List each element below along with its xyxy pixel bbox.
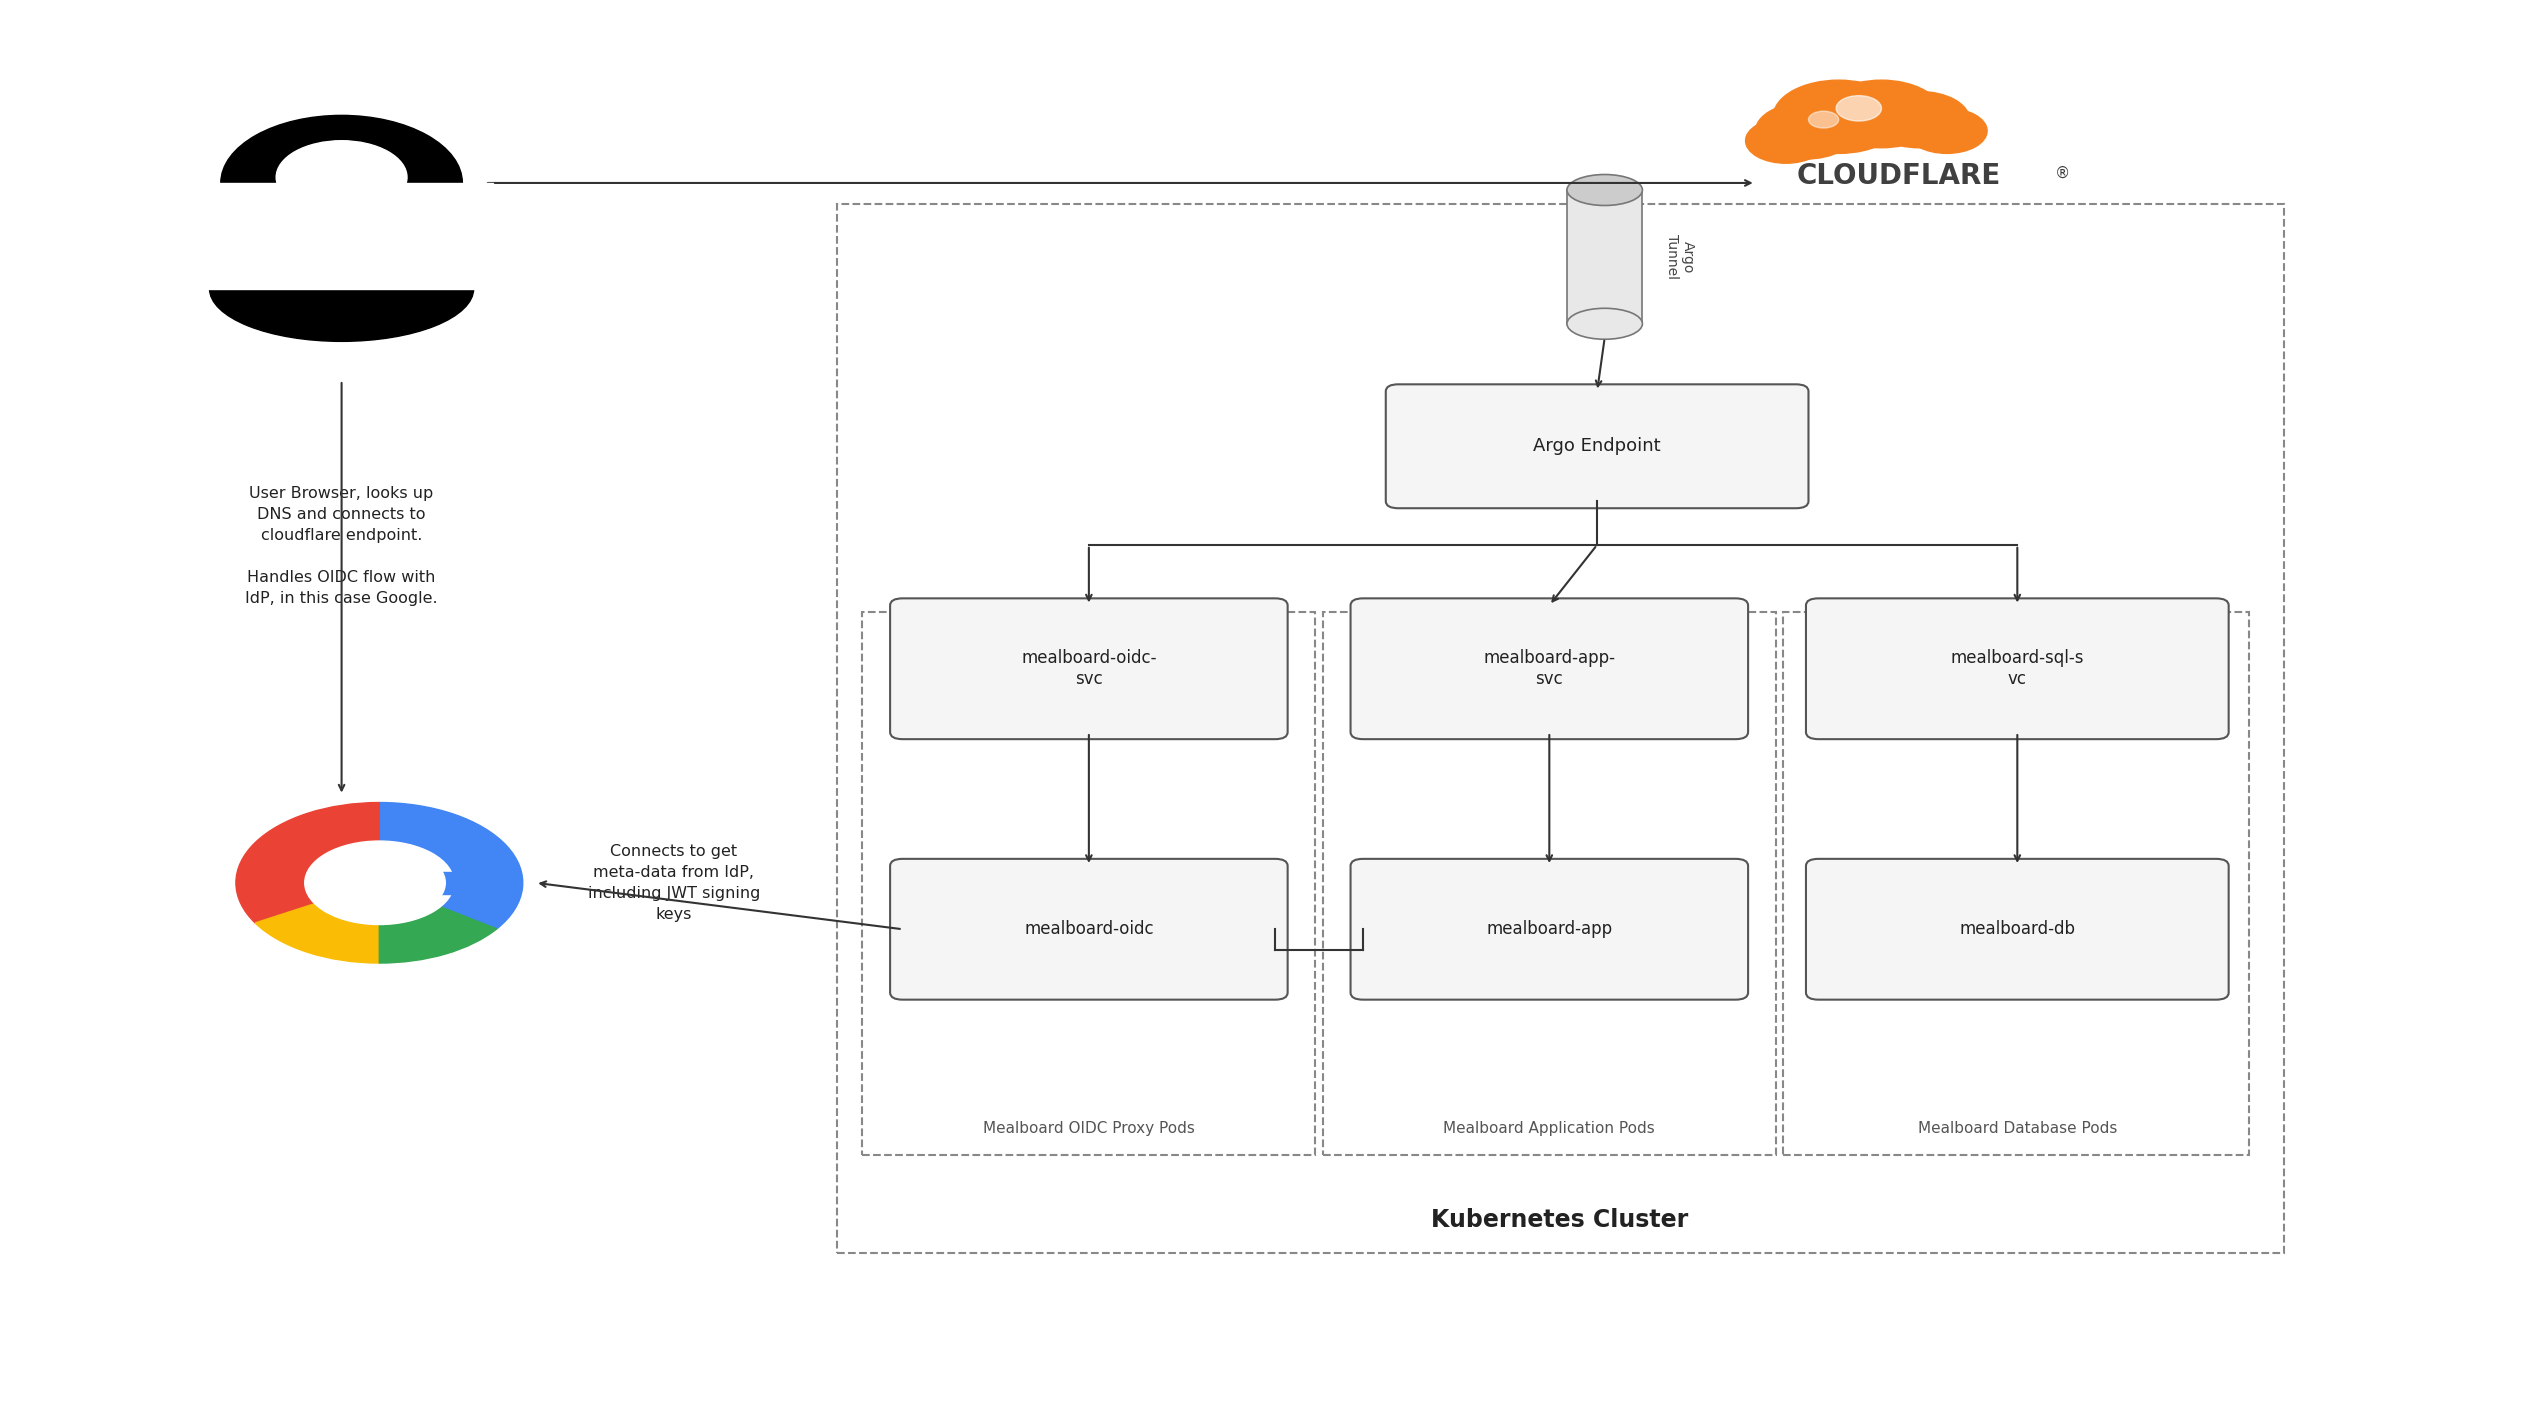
- Text: Argo
Tunnel: Argo Tunnel: [1665, 235, 1695, 279]
- Text: Kubernetes Cluster: Kubernetes Cluster: [1432, 1209, 1688, 1231]
- Circle shape: [304, 840, 453, 924]
- Bar: [863, 613, 1316, 1155]
- Ellipse shape: [1566, 309, 1642, 340]
- Circle shape: [1809, 111, 1839, 128]
- Circle shape: [1870, 91, 1968, 148]
- Ellipse shape: [1566, 175, 1642, 206]
- Circle shape: [1756, 102, 1857, 159]
- Text: mealboard-oidc-
svc: mealboard-oidc- svc: [1022, 650, 1156, 688]
- Wedge shape: [256, 883, 380, 963]
- FancyBboxPatch shape: [1806, 859, 2229, 1000]
- Ellipse shape: [210, 236, 473, 341]
- Circle shape: [276, 141, 407, 213]
- Text: Mealboard OIDC Proxy Pods: Mealboard OIDC Proxy Pods: [984, 1122, 1194, 1136]
- FancyBboxPatch shape: [1386, 384, 1809, 508]
- Circle shape: [1774, 80, 1905, 154]
- Bar: [1784, 613, 2249, 1155]
- Bar: [190, 183, 493, 289]
- Text: User Browser, looks up
DNS and connects to
cloudflare endpoint.

Handles OIDC fl: User Browser, looks up DNS and connects …: [245, 486, 438, 606]
- Circle shape: [220, 115, 463, 250]
- Text: mealboard-sql-s
vc: mealboard-sql-s vc: [1951, 650, 2085, 688]
- Text: mealboard-db: mealboard-db: [1958, 920, 2075, 939]
- Circle shape: [1837, 95, 1882, 121]
- Wedge shape: [380, 883, 496, 963]
- Text: Argo Endpoint: Argo Endpoint: [1533, 438, 1660, 455]
- Bar: [1323, 613, 1776, 1155]
- Text: Mealboard Application Pods: Mealboard Application Pods: [1445, 1122, 1655, 1136]
- Circle shape: [1822, 80, 1943, 148]
- FancyBboxPatch shape: [1351, 859, 1748, 1000]
- Text: Connects to get
meta-data from IdP,
including JWT signing
keys: Connects to get meta-data from IdP, incl…: [587, 843, 759, 921]
- Bar: [380, 872, 516, 894]
- Text: mealboard-app-
svc: mealboard-app- svc: [1483, 650, 1614, 688]
- Text: CLOUDFLARE: CLOUDFLARE: [1796, 162, 2001, 191]
- FancyBboxPatch shape: [891, 599, 1288, 739]
- FancyBboxPatch shape: [1806, 599, 2229, 739]
- Wedge shape: [235, 802, 380, 923]
- Text: Mealboard Database Pods: Mealboard Database Pods: [1918, 1122, 2118, 1136]
- Text: mealboard-app: mealboard-app: [1485, 920, 1612, 939]
- Circle shape: [1746, 118, 1827, 164]
- Circle shape: [314, 846, 445, 920]
- Wedge shape: [380, 802, 524, 929]
- Bar: [1566, 191, 1642, 324]
- Bar: [837, 205, 2285, 1253]
- FancyBboxPatch shape: [891, 859, 1288, 1000]
- Text: ®: ®: [2054, 165, 2070, 181]
- FancyBboxPatch shape: [1351, 599, 1748, 739]
- Text: mealboard-oidc: mealboard-oidc: [1025, 920, 1154, 939]
- Circle shape: [1908, 108, 1986, 154]
